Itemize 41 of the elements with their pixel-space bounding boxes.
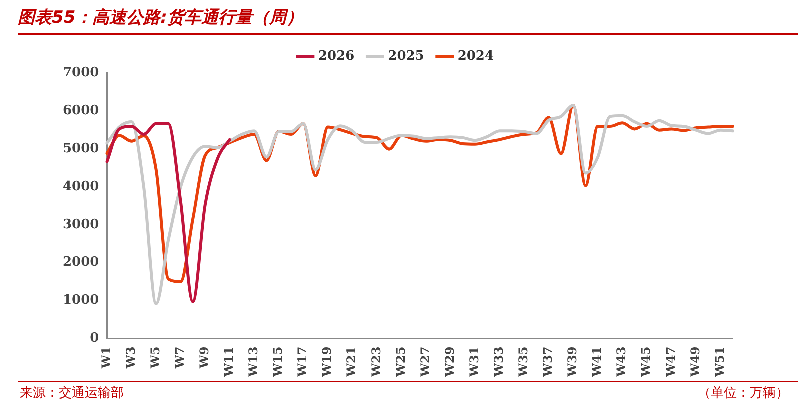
chart-title: 图表55：高速公路:货车通行量（周） [18,7,304,29]
legend-label: 2026 [318,48,355,64]
x-tick-label: W19 [320,346,334,378]
text: （单位：万辆） [698,385,789,402]
x-tick-label: W25 [394,346,408,378]
y-tick-label: 6000 [62,103,100,118]
x-tick-label: W23 [369,346,384,378]
y-tick-label: 7000 [62,65,100,80]
x-tick-label: W35 [516,346,531,378]
y-tick-label: 5000 [62,141,100,156]
x-tick-label: W47 [664,346,678,378]
x-tick-label: W51 [712,346,727,378]
y-tick-label: 1000 [62,293,100,308]
x-tick-label: W17 [296,346,310,378]
y-tick-label: 3000 [62,217,100,232]
x-tick-label: W49 [688,346,702,378]
x-tick-label: W39 [566,346,580,378]
y-tick-label: 2000 [62,255,100,270]
x-tick-label: W9 [197,346,212,370]
x-tick-label: W3 [124,346,138,370]
y-tick-label: 0 [90,331,100,346]
line-series [106,122,232,304]
x-tick-label: W7 [172,346,187,370]
x-tick-label: W45 [639,346,654,378]
source-note: 来源：交通运输部 [20,385,124,402]
x-tick-label: W37 [541,346,556,378]
x-tick-label: W5 [148,346,162,370]
x-tick-label: W1 [99,346,114,370]
legend-label: 2024 [458,48,494,64]
x-tick-label: W15 [271,346,286,378]
x-tick-label: W13 [246,346,261,378]
x-tick-label: W11 [222,346,236,378]
x-tick-label: W31 [467,346,482,378]
x-tick-label: W21 [344,346,359,378]
x-tick-label: W41 [590,346,604,378]
legend-label: 2025 [388,48,424,64]
x-tick-label: W27 [418,346,432,378]
x-tick-label: W43 [614,346,629,378]
x-tick-label: W33 [492,346,506,378]
x-tick-label: W29 [442,346,457,378]
y-tick-label: 4000 [62,179,100,194]
